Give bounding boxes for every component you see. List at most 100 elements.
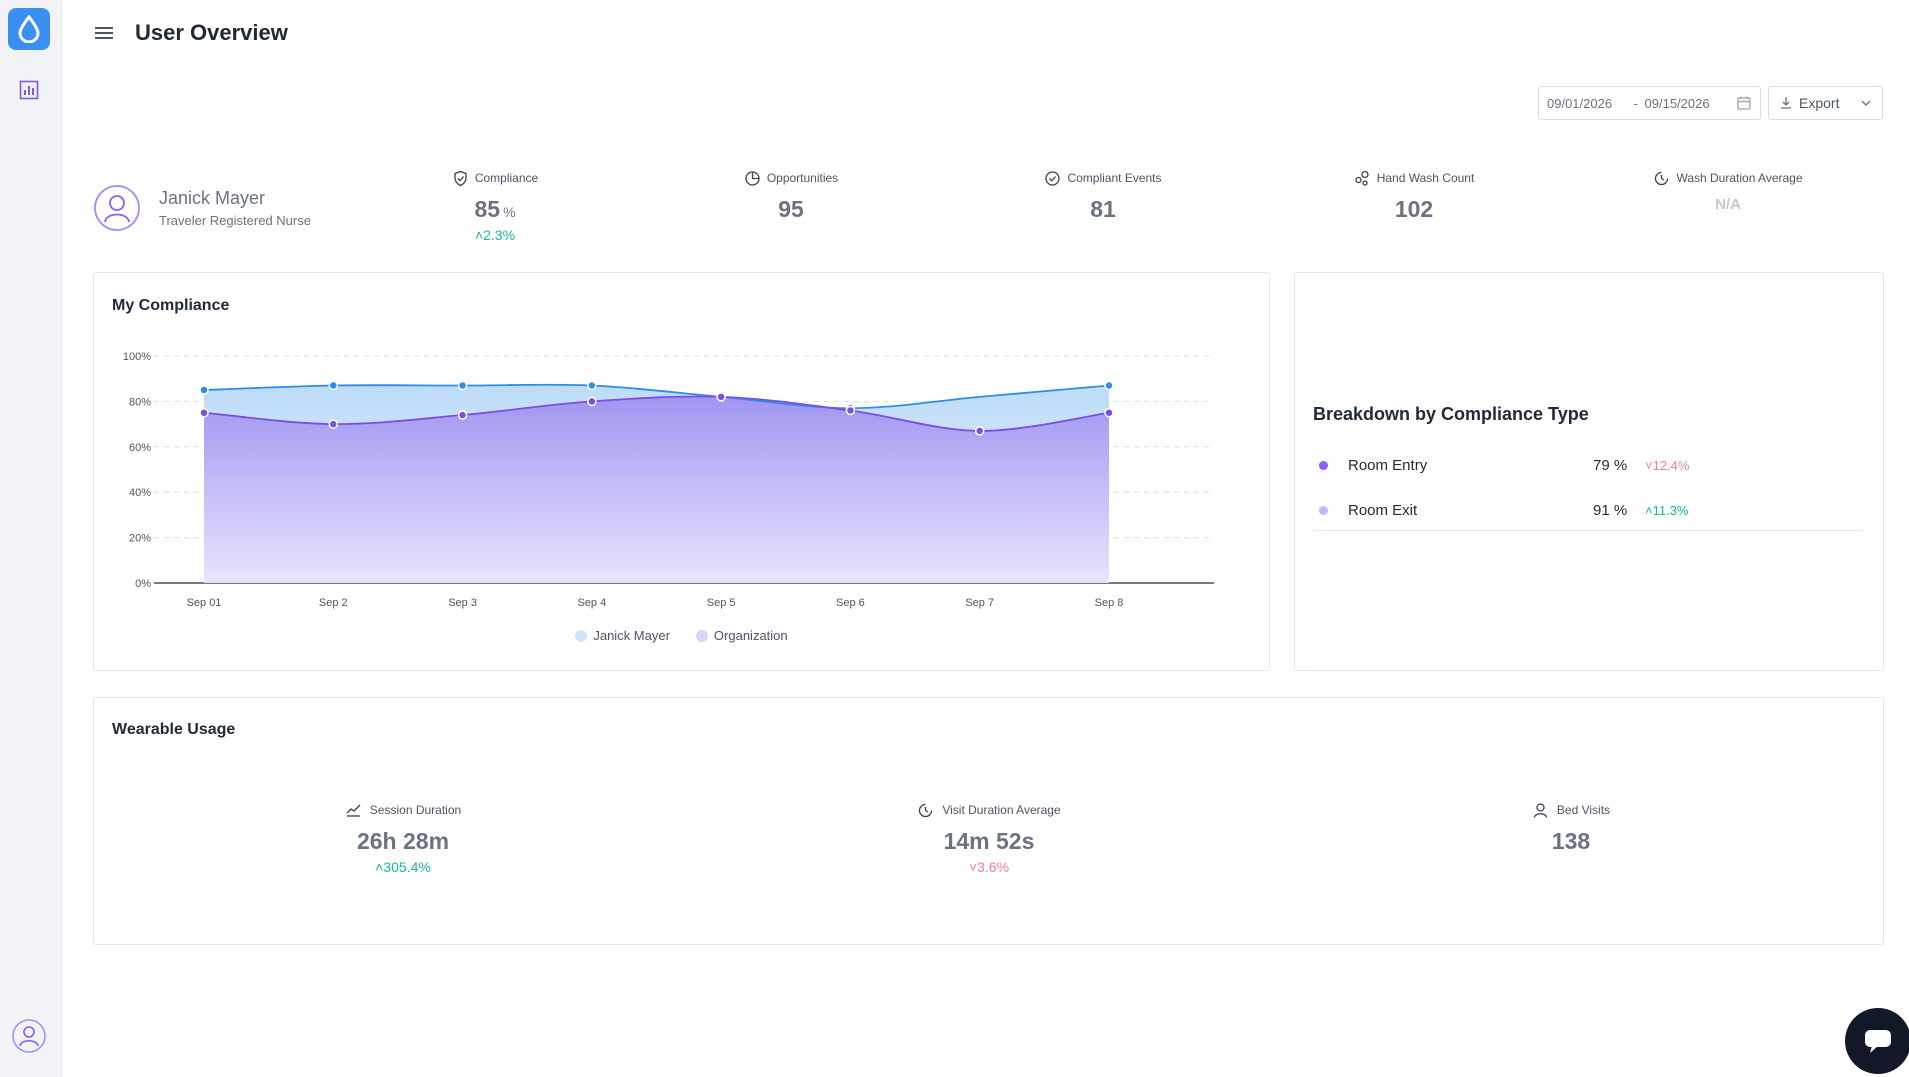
clock-icon: [1655, 171, 1669, 185]
x-tick-label: Sep 01: [187, 597, 222, 609]
page-title: User Overview: [135, 20, 288, 45]
user-name: Janick Mayer: [159, 188, 266, 208]
profile-avatar-icon[interactable]: [11, 1018, 47, 1054]
caret-down-icon: ˅: [968, 859, 978, 875]
data-point-organization: [587, 396, 597, 407]
legend-swatch: [575, 629, 588, 642]
app-logo[interactable]: [8, 8, 50, 50]
kpi-session-duration: Session Duration 26h 28m ˄305.4%: [273, 800, 533, 875]
data-point-janick: [457, 380, 468, 391]
x-tick-label: Sep 3: [448, 597, 477, 609]
y-tick-label: 80%: [129, 396, 151, 408]
kpi-compliant-events: Compliant Events 81: [993, 168, 1213, 223]
check-circle-icon: [1045, 170, 1061, 186]
breakdown-card: Breakdown by Compliance Type Room Entry …: [1294, 272, 1884, 671]
x-tick-label: Sep 8: [1095, 597, 1124, 609]
data-point-organization: [974, 426, 985, 436]
caret-down-icon: ˅: [1645, 457, 1653, 473]
date-separator: -: [1633, 95, 1638, 111]
clock-icon: [919, 803, 933, 817]
kpi-value: 26h 28m: [356, 828, 450, 854]
kpi-value: N/A: [1715, 196, 1741, 213]
kpi-delta-value: 305.4%: [383, 859, 431, 875]
x-tick-label: Sep 7: [965, 597, 994, 609]
kpi-delta: ˄305.4%: [273, 859, 533, 875]
chat-button[interactable]: [1845, 1008, 1909, 1074]
data-point-janick: [587, 380, 597, 391]
chevron-down-icon[interactable]: [1860, 97, 1872, 109]
kpi-compliance: Compliance 85% ˄2.3%: [385, 168, 605, 243]
data-point-organization: [716, 392, 726, 402]
y-tick-label: 60%: [129, 442, 151, 454]
series-line-janick: [203, 383, 1110, 410]
compliance-chart: 100% 80% 60% 40% 20% 0% Sep 01 Sep 2 Sep 3 Sep 4 S…: [123, 351, 1214, 609]
x-tick-label: Sep 5: [707, 597, 736, 609]
data-point-organization: [328, 419, 339, 429]
end-date[interactable]: 09/15/2026: [1644, 95, 1710, 111]
export-button[interactable]: Export: [1768, 86, 1883, 120]
breakdown-delta-value: 12.4%: [1652, 457, 1690, 473]
kpi-delta: ˄2.3%: [385, 227, 605, 243]
kpi-label: Compliant Events: [1067, 171, 1162, 185]
legend-item-organization[interactable]: Organization: [695, 628, 788, 643]
export-label: Export: [1799, 95, 1840, 111]
shield-check-icon: [454, 170, 467, 186]
x-tick-label: Sep 2: [319, 597, 348, 609]
kpi-label: Compliance: [474, 171, 539, 185]
breakdown-row-room-entry: Room Entry 79 % ˅12.4%: [1313, 445, 1862, 485]
kpi-value: 102: [1394, 196, 1434, 222]
breakdown-pct: 91 %: [1593, 501, 1628, 519]
legend-swatch: [695, 629, 708, 642]
legend-label: Janick Mayer: [593, 628, 670, 643]
kpi-wash-duration-average: Wash Duration Average N/A: [1618, 168, 1838, 213]
y-tick-label: 100%: [123, 351, 151, 363]
data-point-organization: [1104, 408, 1114, 418]
wearable-usage-card: Wearable Usage: [93, 697, 1884, 945]
kpi-hand-wash-count: Hand Wash Count 102: [1304, 168, 1524, 223]
kpi-label: Bed Visits: [1556, 803, 1611, 817]
caret-up-icon: ˄: [375, 859, 384, 875]
analytics-icon[interactable]: [19, 80, 39, 100]
caret-up-icon: ˄: [1645, 502, 1653, 518]
kpi-bed-visits: Bed Visits 138: [1441, 800, 1701, 855]
breakdown-delta-value: 11.3%: [1652, 502, 1689, 518]
data-point-janick: [328, 380, 339, 391]
legend-label: Organization: [713, 628, 788, 643]
legend-item-janick[interactable]: Janick Mayer: [575, 628, 670, 643]
data-point-organization: [457, 410, 468, 420]
download-icon: [1781, 97, 1791, 109]
caret-up-icon: ˄: [474, 227, 484, 243]
y-tick-label: 40%: [129, 487, 151, 499]
bullet-dot: [1319, 460, 1328, 470]
kpi-value: 138: [1551, 828, 1591, 854]
card-title: Wearable Usage: [112, 721, 236, 738]
kpi-opportunities: Opportunities 95: [681, 168, 901, 223]
sidebar: [0, 0, 62, 1077]
data-point-organization: [199, 408, 209, 418]
start-date[interactable]: 09/01/2026: [1547, 95, 1613, 111]
kpi-label: Wash Duration Average: [1676, 171, 1803, 185]
kpi-label: Hand Wash Count: [1376, 171, 1475, 185]
kpi-visit-duration-average: Visit Duration Average 14m 52s ˅3.6%: [859, 800, 1119, 875]
series-area-organization: [204, 396, 1109, 583]
x-tick-label: Sep 4: [577, 597, 606, 609]
y-tick-label: 0%: [135, 578, 151, 590]
my-compliance-card: My Compliance 100% 80% 60% 40% 20% 0% Sep 01 Se…: [93, 272, 1270, 671]
card-title: My Compliance: [112, 297, 230, 314]
hamburger-menu-icon[interactable]: [94, 24, 116, 42]
kpi-value: 95: [778, 196, 804, 222]
calendar-icon[interactable]: [1736, 95, 1752, 111]
kpi-unit: %: [503, 204, 516, 220]
kpi-delta-value: 3.6%: [977, 859, 1010, 875]
person-icon: [1533, 802, 1548, 818]
user-avatar-icon: [94, 185, 140, 231]
breakdown-pct: 79 %: [1593, 456, 1628, 474]
kpi-value: 85: [474, 196, 501, 222]
y-tick-label: 20%: [129, 533, 151, 545]
kpi-value: 81: [1090, 196, 1116, 222]
data-point-janick: [199, 385, 209, 395]
pie-chart-icon: [745, 170, 760, 186]
date-range-picker[interactable]: 09/01/2026 - 09/15/2026: [1538, 86, 1761, 120]
data-point-janick: [1104, 380, 1114, 391]
kpi-label: Session Duration: [369, 803, 462, 817]
